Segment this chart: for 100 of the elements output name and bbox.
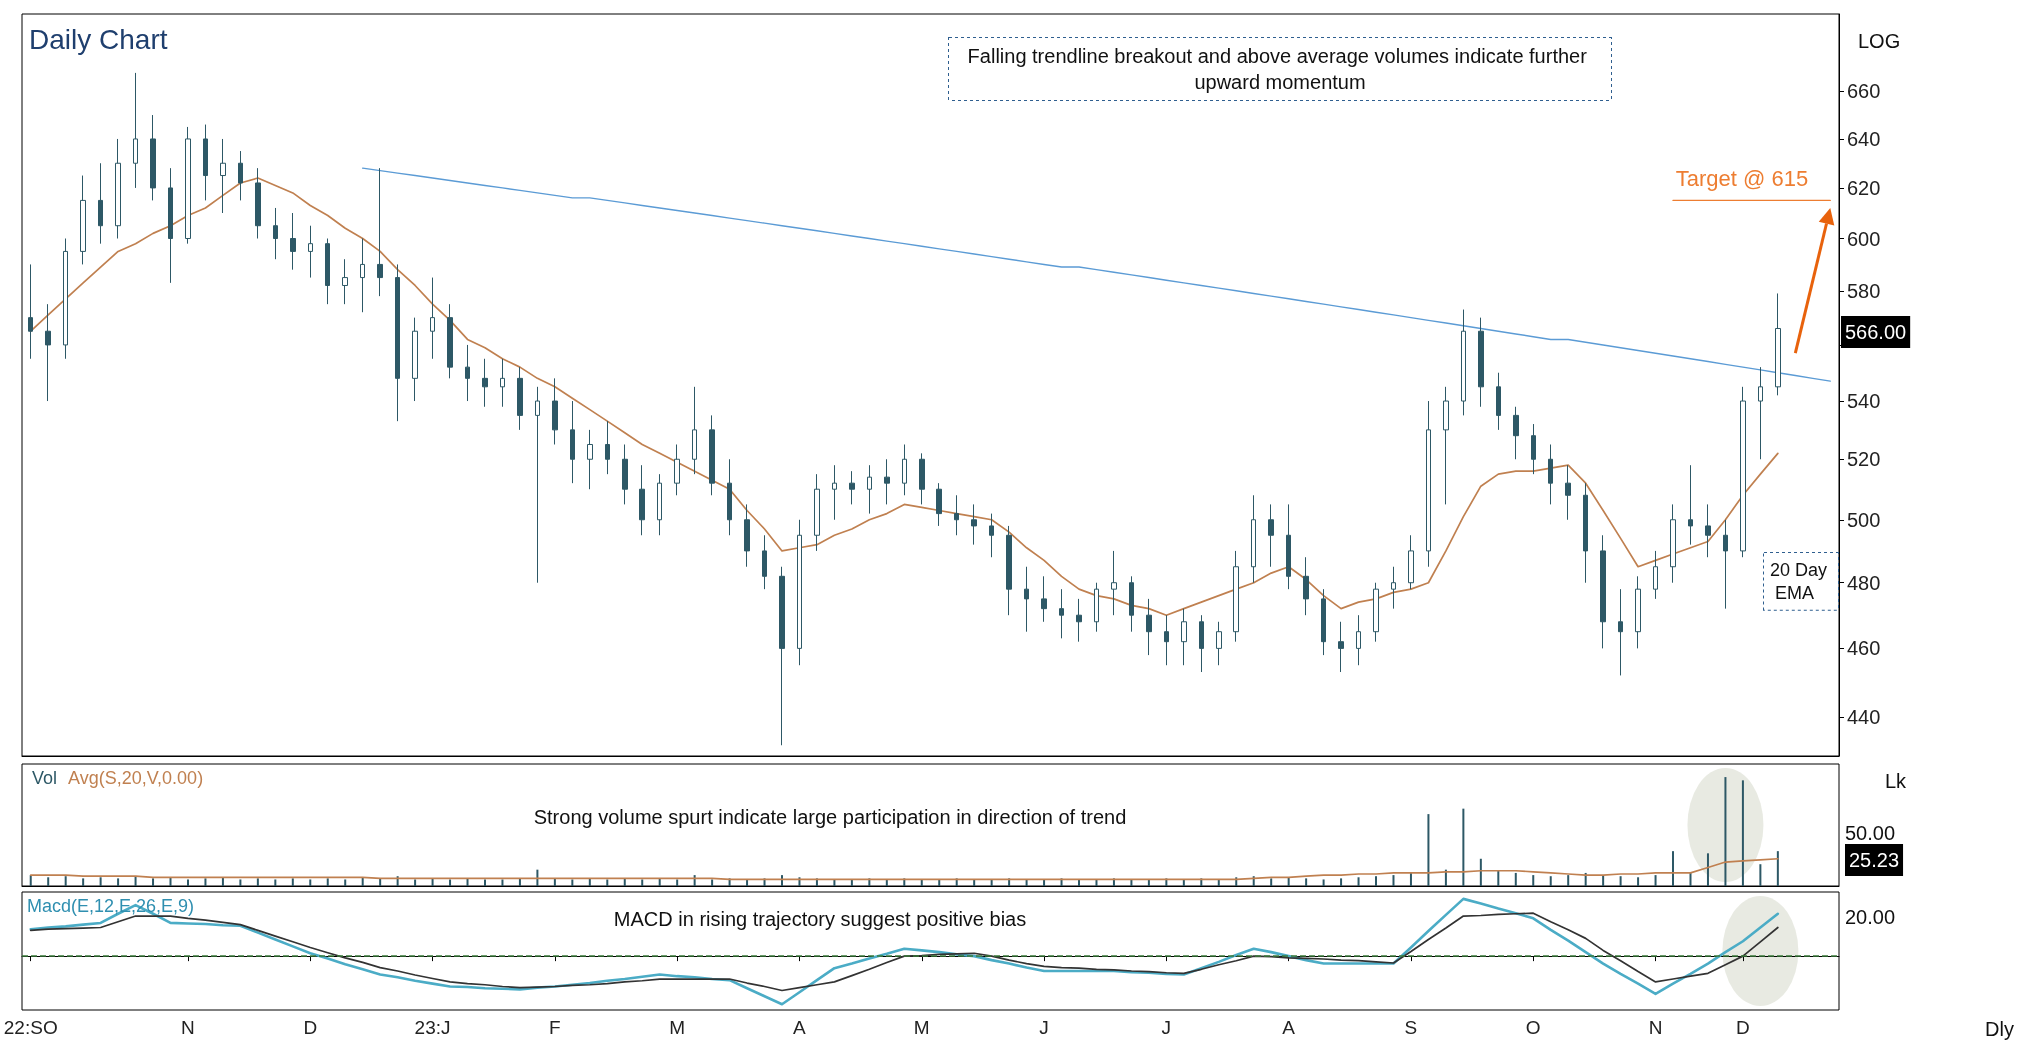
candlestick (150, 114, 156, 201)
bar (1619, 876, 1622, 886)
bar (1270, 878, 1273, 886)
candlestick (1059, 588, 1064, 639)
candlestick (1251, 494, 1256, 584)
candlestick (1129, 575, 1134, 633)
candlestick (395, 263, 400, 422)
bar (1689, 872, 1692, 886)
candlestick (1391, 566, 1396, 610)
candlestick (1705, 503, 1711, 558)
x-tick-label: A (793, 1017, 807, 1038)
x-tick-label: A (1282, 1017, 1296, 1038)
bar (1549, 876, 1552, 886)
bar (82, 878, 85, 886)
candlestick (1583, 482, 1588, 584)
bar (239, 879, 242, 886)
candlestick (430, 277, 435, 360)
bar (676, 879, 679, 886)
candlestick (1565, 464, 1571, 521)
candlestick (1111, 550, 1117, 616)
y-tick-label: 580 (1847, 279, 1881, 302)
bar (64, 876, 67, 886)
bar (1479, 858, 1482, 886)
candlestick (605, 420, 610, 475)
annotation: MACD in rising trajectory suggest positive bias (613, 908, 1027, 930)
candlestick (1338, 621, 1344, 673)
bar (1322, 879, 1325, 886)
bar (134, 876, 137, 886)
x-tick-label: N (181, 1017, 195, 1038)
text: 50.00 (1845, 822, 1896, 844)
x-tick-label: D (1736, 1017, 1750, 1038)
annotation: 20 Day EMA (1770, 559, 1828, 604)
candlestick (1199, 614, 1204, 673)
text: Vol (32, 768, 58, 788)
bar (1759, 864, 1762, 886)
candlestick (325, 238, 330, 305)
bar (536, 869, 539, 886)
bar (571, 879, 574, 886)
bar (414, 879, 417, 886)
candlestick (1233, 550, 1239, 643)
bar (449, 879, 452, 886)
x-tick-label: M (669, 1017, 686, 1038)
x-tick-label: F (549, 1017, 561, 1038)
candlestick (709, 414, 715, 496)
candlestick (482, 358, 488, 408)
candlestick (657, 473, 662, 536)
candlestick (517, 366, 523, 431)
bar (291, 878, 294, 886)
candlestick (308, 225, 313, 279)
candlestick (936, 482, 942, 527)
y-tick-label: 640 (1847, 127, 1881, 150)
text: 25.23 (1849, 849, 1900, 871)
candlestick (535, 386, 540, 584)
bar (1776, 851, 1779, 886)
bar (1427, 814, 1430, 886)
bar (152, 878, 155, 886)
candlestick (377, 167, 383, 297)
text: Avg(S,20,V,0.00) (68, 768, 204, 788)
candlestick (1303, 556, 1309, 616)
candlestick (1356, 614, 1361, 666)
candlestick (1041, 575, 1047, 623)
candlestick (255, 167, 261, 240)
candlestick (744, 503, 750, 568)
candlestick (919, 452, 925, 505)
candlestick (80, 175, 86, 265)
candlestick (779, 566, 785, 746)
candlestick (290, 212, 296, 271)
candlestick (1723, 519, 1728, 610)
candlestick (1216, 621, 1222, 666)
candlestick (1461, 309, 1466, 416)
candlestick (552, 377, 558, 445)
bar (641, 879, 644, 886)
candlestick (465, 344, 470, 402)
y-tick-label: 520 (1847, 448, 1881, 471)
candlestick (1670, 503, 1676, 584)
candlestick (45, 303, 51, 402)
y-tick-label: 480 (1847, 571, 1881, 594)
bar (1741, 780, 1744, 886)
bar (274, 879, 277, 886)
candlestick (1496, 372, 1501, 431)
candlestick (1146, 598, 1152, 656)
candlestick (185, 126, 191, 245)
candlestick (360, 238, 365, 313)
candlestick (674, 443, 680, 496)
bar (1724, 777, 1727, 886)
y-tick-label: 660 (1847, 80, 1881, 103)
bar (501, 879, 504, 886)
bar (396, 876, 399, 886)
candlestick (884, 458, 890, 505)
candlestick (168, 167, 173, 284)
candlestick (692, 386, 697, 475)
y-tick-label: 440 (1847, 705, 1881, 728)
bar (309, 879, 312, 886)
candlestick (1268, 503, 1274, 568)
candlestick (412, 317, 418, 402)
candlestick (971, 503, 977, 546)
bar (1672, 851, 1675, 886)
bar (47, 877, 50, 886)
annotation: Target @ 615 (1675, 166, 1809, 192)
candlestick (570, 400, 575, 484)
